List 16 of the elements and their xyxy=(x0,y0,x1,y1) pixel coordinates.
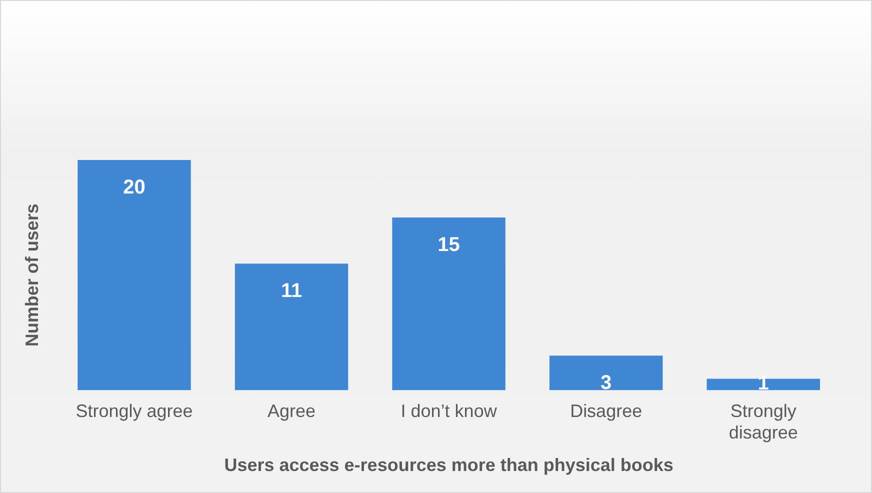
data-label: 15 xyxy=(438,234,460,256)
data-label: 1 xyxy=(758,372,769,395)
bar xyxy=(234,264,348,390)
data-label: 20 xyxy=(123,176,146,199)
x-tick-label: Disagree xyxy=(570,400,642,421)
bar xyxy=(78,160,191,390)
data-label: 11 xyxy=(280,280,302,302)
bar xyxy=(549,356,663,390)
x-tick-label: Agree xyxy=(267,400,316,421)
x-tick-label: I don’t know xyxy=(400,400,498,421)
x-tick-label: Strongly disagree xyxy=(728,400,798,443)
y-axis-title: Number of users xyxy=(22,204,42,347)
data-label: 3 xyxy=(600,372,612,394)
x-tick-label: Strongly agree xyxy=(76,400,193,421)
x-axis-title: Users access e-resources more than physical books xyxy=(224,455,674,476)
bar xyxy=(392,218,506,390)
